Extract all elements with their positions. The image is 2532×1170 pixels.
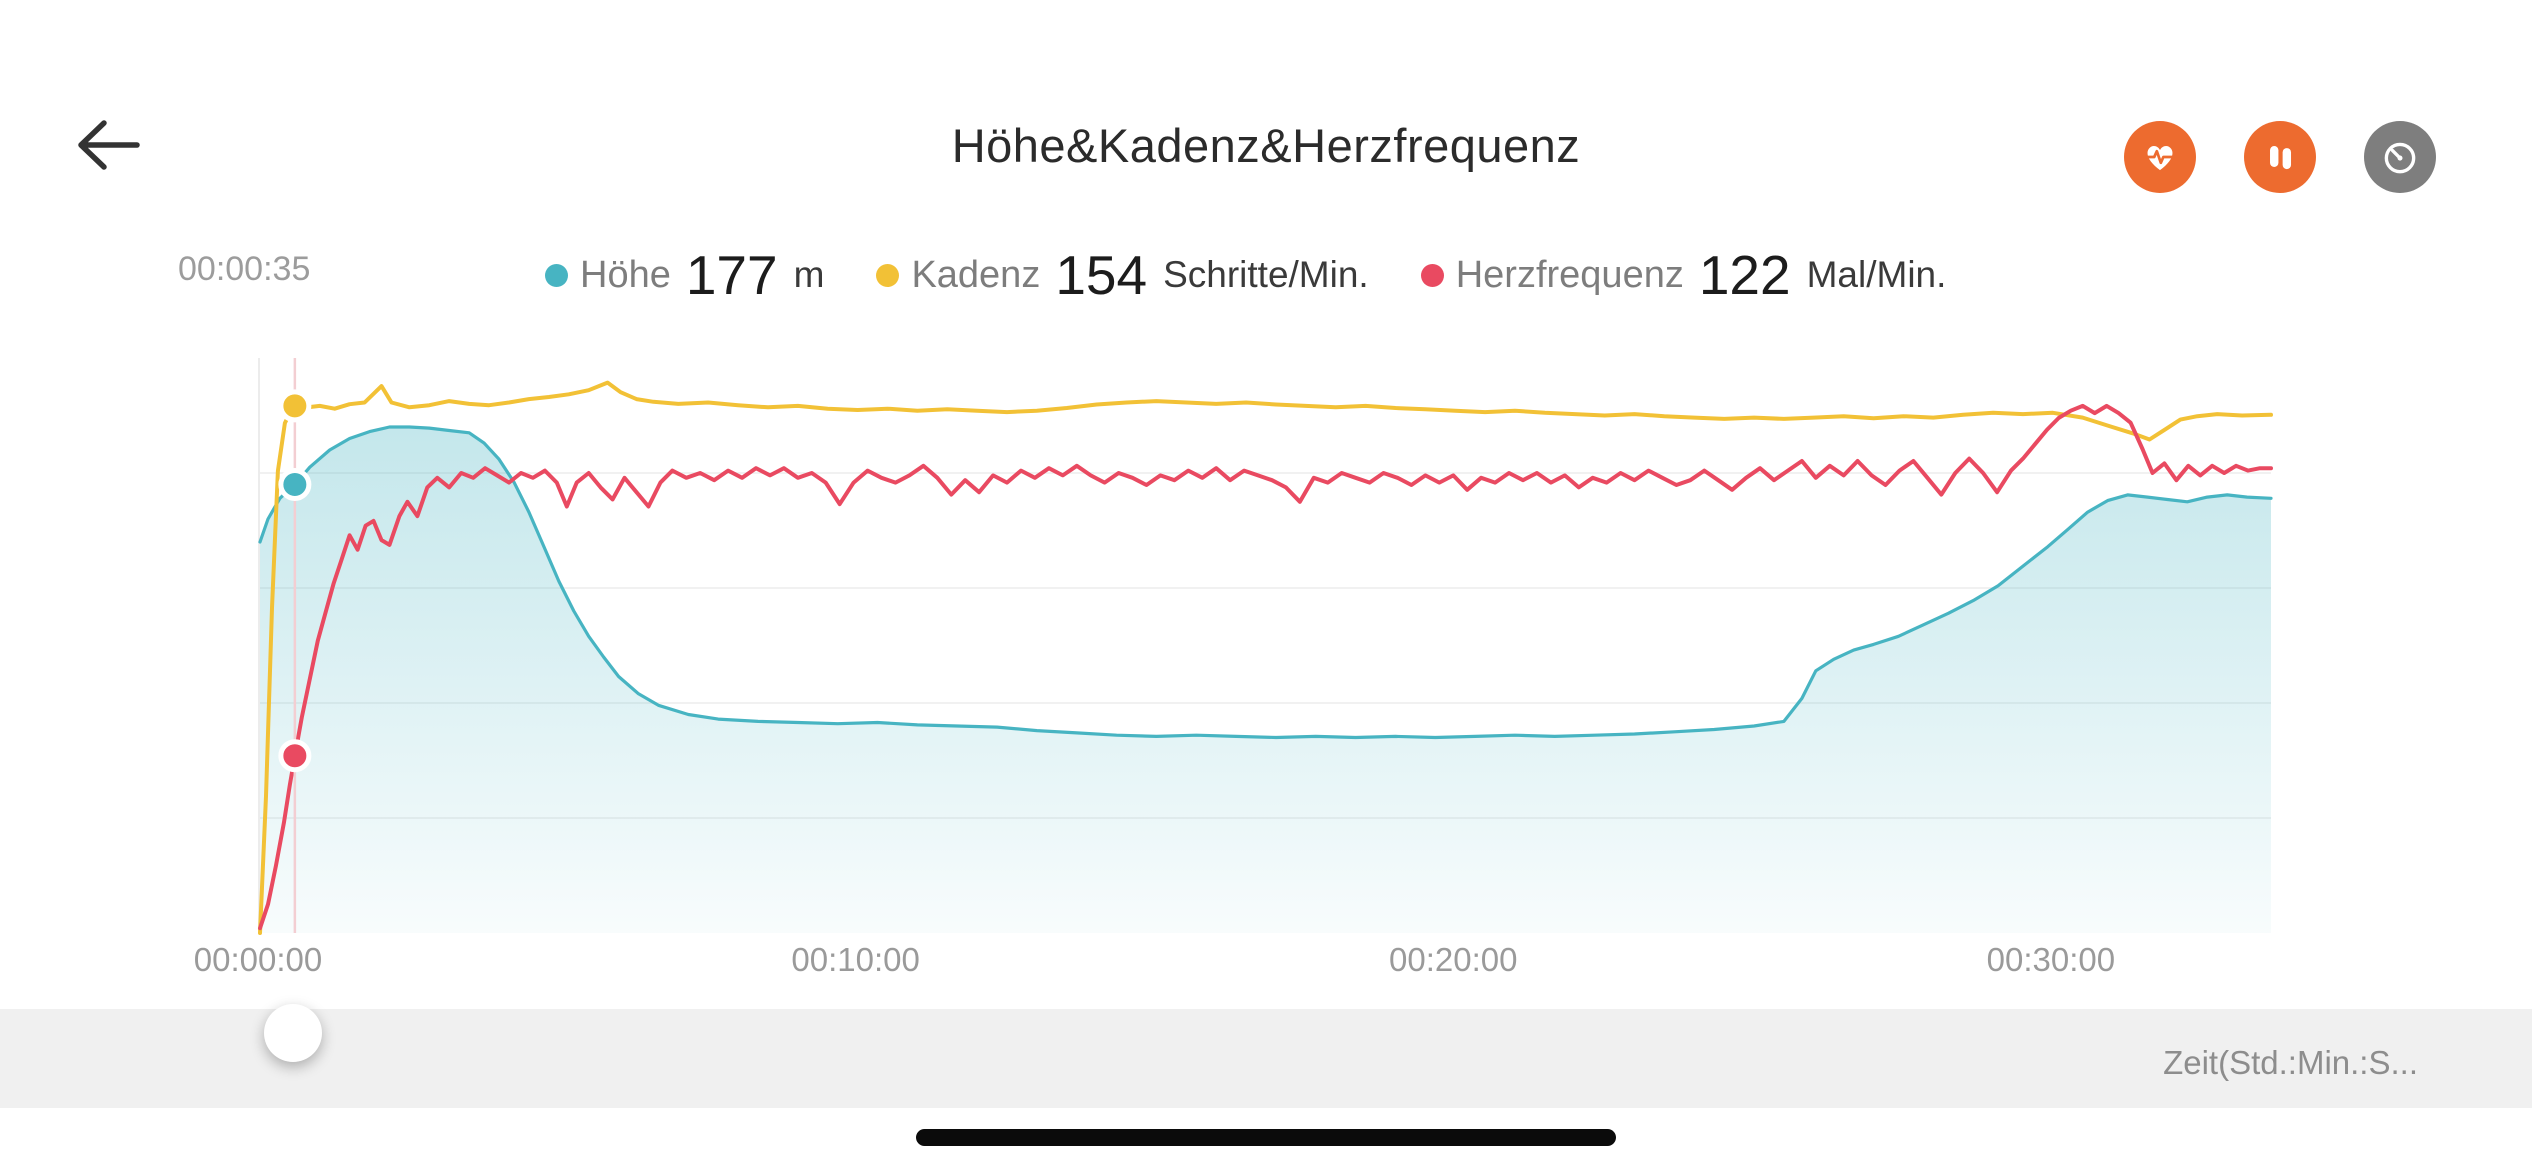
legend-label: Kadenz (911, 253, 1041, 296)
back-button[interactable] (60, 108, 160, 184)
legend-label: Herzfrequenz (1455, 253, 1684, 296)
hoehe-line (258, 425, 2273, 740)
kadenz-line (258, 380, 2273, 935)
marker-time-label: 00:00:35 (178, 250, 311, 288)
gauge-icon (2384, 142, 2416, 174)
x-tick-label: 00:00:00 (193, 941, 323, 978)
heart-rate-button[interactable] (2124, 121, 2196, 193)
legend-value: 177 (685, 244, 778, 306)
heart-pulse-icon (2144, 145, 2176, 171)
legend-unit: Schritte/Min. (1163, 254, 1369, 295)
chart-legend: Höhe 177 m Kadenz 154 Schritte/Min. Herz… (545, 240, 1946, 310)
x-axis-caption: Zeit(Std.:Min.:S... (2163, 1044, 2418, 1081)
page-title: Höhe&Kadenz&Herzfrequenz (951, 119, 1581, 172)
header-buttons (2124, 121, 2436, 193)
herzfrequenz-dot-icon (1420, 263, 1444, 287)
home-indicator[interactable] (916, 1129, 1616, 1146)
herzfrequenz-line (258, 403, 2273, 931)
legend-unit: Mal/Min. (1806, 254, 1947, 295)
legend-item-kadenz: Kadenz 154 Schritte/Min. (876, 243, 1369, 307)
legend-item-herzfrequenz: Herzfrequenz 122 Mal/Min. (1420, 243, 1947, 307)
slider-track[interactable]: Zeit(Std.:Min.:S... (0, 1009, 2532, 1108)
kadenz-marker-dot (278, 389, 312, 423)
x-axis-labels: 00:00:00 00:10:00 00:20:00 00:30:00 (0, 941, 2532, 983)
chart-area[interactable] (258, 358, 2273, 935)
herzfrequenz-marker-dot (278, 739, 312, 773)
gauge-button[interactable] (2364, 121, 2436, 193)
cadence-button[interactable] (2244, 121, 2316, 193)
x-tick-label: 00:10:00 (791, 941, 920, 978)
kadenz-dot-icon (876, 263, 900, 287)
legend-unit: m (793, 254, 825, 295)
x-tick-label: 00:30:00 (1986, 941, 2116, 978)
x-tick-label: 00:20:00 (1389, 941, 1518, 978)
chart-svg (258, 358, 2273, 935)
legend-item-hoehe: Höhe 177 m (545, 243, 824, 307)
legend-label: Höhe (580, 253, 671, 296)
legend-value: 154 (1055, 244, 1148, 306)
legend-value: 122 (1698, 244, 1791, 306)
hoehe-area (260, 427, 2271, 933)
arrow-left-icon (78, 119, 140, 170)
footsteps-icon (2270, 145, 2292, 170)
slider-knob[interactable] (263, 1004, 322, 1062)
hoehe-marker-dot (278, 468, 312, 501)
hoehe-dot-icon (545, 263, 568, 287)
